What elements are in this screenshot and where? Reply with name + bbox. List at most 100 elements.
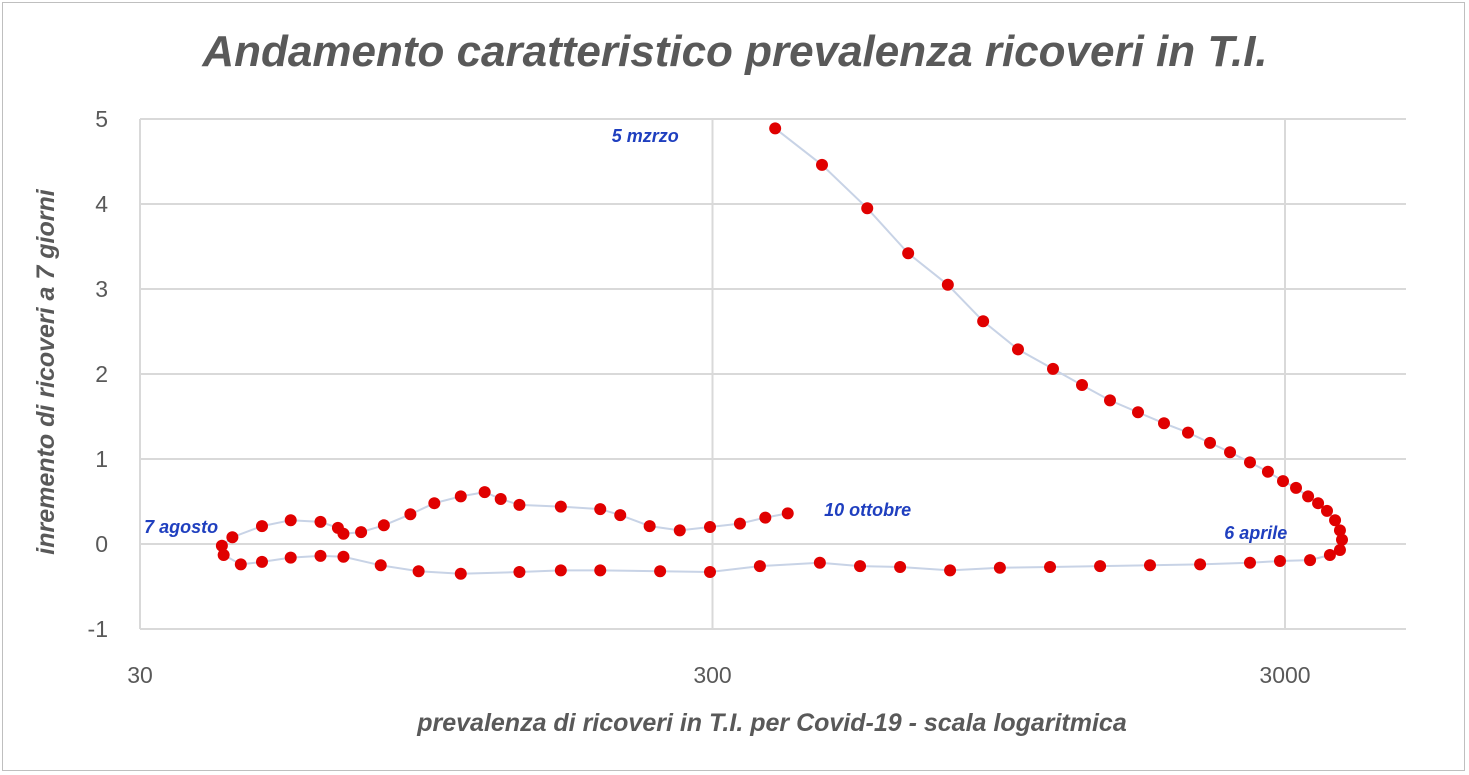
annotation-label: 7 agosto	[144, 517, 218, 537]
y-tick-label: 3	[95, 276, 108, 302]
data-point	[1329, 514, 1342, 527]
annotations: 5 mzrzo 7 agosto 10 ottobre 6 aprile	[144, 126, 1287, 543]
data-point	[759, 511, 772, 524]
data-point	[1143, 559, 1156, 572]
data-point	[234, 558, 247, 571]
x-tick-labels: 30 300 3000	[127, 662, 1310, 688]
data-point	[1132, 406, 1145, 419]
data-point	[1243, 556, 1256, 569]
data-point	[215, 539, 228, 552]
data-point	[337, 527, 350, 540]
data-point	[284, 514, 297, 527]
data-point	[314, 549, 327, 562]
y-tick-label: 4	[95, 191, 108, 217]
data-point	[1304, 554, 1317, 567]
data-point	[813, 556, 826, 569]
data-point	[894, 560, 907, 573]
y-tick-label: 0	[95, 531, 108, 557]
data-point	[412, 565, 425, 578]
data-point	[643, 520, 656, 533]
y-tick-label: -1	[88, 616, 108, 642]
data-point	[902, 247, 915, 260]
x-tick-label: 30	[127, 662, 153, 688]
data-point	[614, 509, 627, 522]
y-tick-label: 5	[95, 106, 108, 132]
data-point	[1094, 560, 1107, 573]
data-point	[815, 158, 828, 171]
data-point	[1157, 417, 1170, 430]
y-tick-labels: 5 4 3 2 1 0 -1	[88, 106, 109, 642]
data-point	[1333, 543, 1346, 556]
data-point	[941, 278, 954, 291]
data-point	[704, 521, 717, 533]
data-point	[1243, 456, 1256, 469]
data-point	[337, 550, 350, 563]
data-point	[1011, 343, 1024, 356]
data-point	[1277, 475, 1290, 488]
data-point	[654, 565, 667, 578]
data-point	[1336, 533, 1349, 546]
data-point	[478, 486, 491, 499]
data-point	[255, 520, 268, 533]
data-point	[494, 492, 507, 505]
data-point	[1320, 504, 1333, 517]
data-point	[977, 315, 990, 328]
data-point	[255, 555, 268, 568]
data-point	[1076, 379, 1089, 392]
y-tick-label: 2	[95, 361, 108, 387]
data-point	[1261, 465, 1274, 478]
data-point	[993, 561, 1006, 574]
y-axis-label: inremento di ricoveri a 7 giorni	[32, 188, 60, 554]
y-tick-label: 1	[95, 446, 108, 472]
data-point	[594, 564, 607, 577]
data-point	[513, 498, 526, 511]
data-point	[428, 497, 441, 510]
data-point	[769, 122, 782, 135]
data-point	[1044, 560, 1057, 573]
data-point	[861, 202, 874, 215]
annotation-label: 10 ottobre	[824, 500, 911, 520]
data-point	[1290, 481, 1303, 494]
data-point	[1333, 524, 1346, 537]
data-point	[374, 559, 387, 572]
data-point	[1047, 362, 1060, 375]
data-point	[1204, 436, 1217, 449]
data-point	[554, 564, 567, 577]
x-tick-label: 300	[693, 662, 731, 688]
data-point	[1302, 490, 1315, 503]
data-point	[594, 503, 607, 516]
x-axis-label: prevalenza di ricoveri in T.I. per Covid…	[416, 709, 1127, 737]
data-point	[404, 508, 417, 521]
x-tick-label: 3000	[1259, 662, 1310, 688]
annotation-label: 6 aprile	[1224, 523, 1287, 543]
annotation-label: 5 mzrzo	[612, 126, 679, 146]
data-point	[554, 500, 567, 513]
data-point	[513, 566, 526, 579]
data-point	[377, 519, 390, 532]
data-point	[704, 566, 717, 579]
data-point	[733, 517, 746, 530]
data-point	[314, 515, 327, 528]
data-point	[753, 560, 766, 573]
data-point	[454, 490, 467, 503]
data-point	[1182, 426, 1195, 439]
data-point	[1224, 446, 1237, 459]
data-point	[284, 551, 297, 564]
series-line	[220, 127, 1344, 575]
data-point	[1273, 555, 1286, 567]
data-point	[1194, 558, 1207, 571]
data-point	[355, 526, 368, 539]
data-point	[217, 549, 230, 562]
data-point	[854, 560, 867, 573]
grid	[139, 118, 1406, 630]
data-point	[673, 524, 686, 537]
chart-title: Andamento caratteristico prevalenza rico…	[201, 27, 1267, 76]
data-point	[1312, 497, 1325, 510]
data-point	[781, 507, 794, 520]
data-point	[226, 531, 239, 544]
data-point	[944, 564, 957, 577]
data-point	[454, 567, 467, 580]
data-point	[1103, 394, 1116, 407]
